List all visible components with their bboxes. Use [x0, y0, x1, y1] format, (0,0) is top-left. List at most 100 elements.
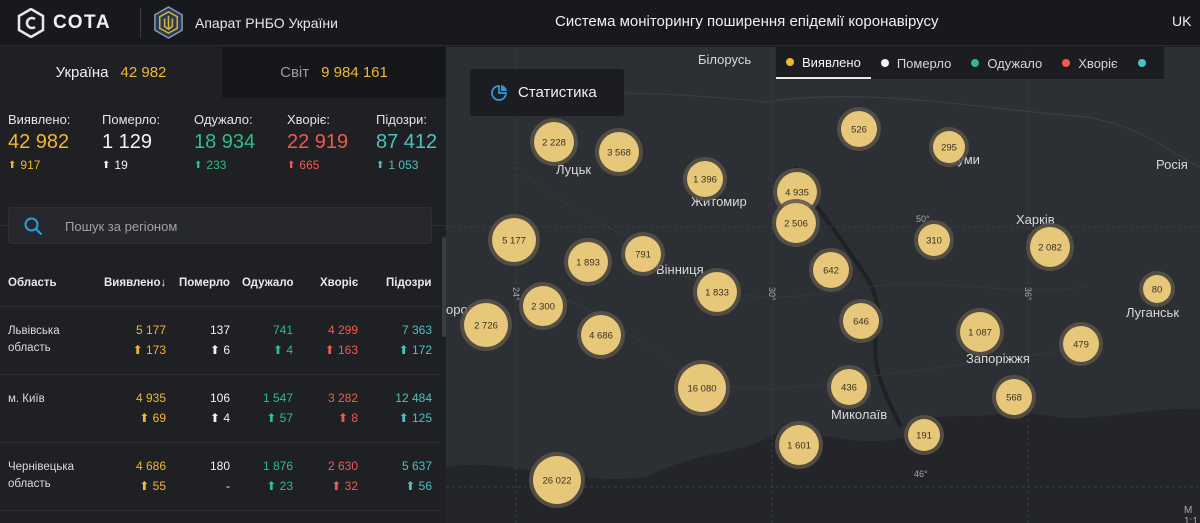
language-switch[interactable]: UK — [1172, 13, 1192, 29]
case-cluster[interactable]: 642 — [809, 248, 853, 292]
case-cluster[interactable]: 646 — [839, 299, 883, 343]
coordinate-tick: 50° — [916, 214, 930, 224]
org-block[interactable]: Апарат РНБО України — [152, 6, 338, 39]
cluster-count: 3 568 — [607, 148, 631, 159]
col-confirmed-label: Виявлено — [104, 277, 161, 289]
cell-delta: ⬆ 57 — [266, 411, 293, 425]
cluster-count: 1 601 — [787, 441, 811, 452]
cluster-circle — [625, 236, 661, 272]
case-cluster[interactable]: 1 396 — [683, 157, 727, 201]
case-cluster[interactable]: 3 568 — [595, 128, 643, 176]
case-cluster[interactable]: 479 — [1059, 322, 1103, 366]
layer-confirmed[interactable]: Виявлено — [776, 47, 871, 79]
cluster-circle — [908, 419, 940, 451]
case-cluster[interactable]: 5 177 — [488, 214, 540, 266]
total-delta: ⬆ 19 — [102, 158, 160, 172]
search-input[interactable] — [65, 214, 415, 238]
table-row[interactable]: м. Київ 4 935 ⬆ 69 106 ⬆ 4 1 547 ⬆ 57 3 282… — [0, 375, 440, 443]
table-row[interactable]: Чернівецька область 4 686 ⬆ 55 180 - 1 876… — [0, 443, 440, 511]
case-cluster[interactable]: 1 833 — [693, 268, 741, 316]
case-cluster[interactable]: 2 228 — [530, 118, 578, 166]
total-suspected: Підозри: 87 412 ⬆ 1 053 — [376, 112, 437, 172]
delta-value: 172 — [411, 343, 432, 357]
cell-delta: ⬆ 163 — [324, 343, 358, 357]
case-cluster[interactable]: 80 — [1139, 271, 1175, 307]
cell-active: 4 299 ⬆ 163 — [325, 323, 358, 357]
col-deaths[interactable]: Померло — [179, 277, 230, 289]
case-cluster[interactable]: 526 — [837, 107, 881, 151]
tab-ukraine-label: Україна — [55, 64, 109, 81]
case-cluster[interactable]: 26 022 — [529, 452, 585, 508]
case-cluster[interactable]: 295 — [929, 127, 969, 167]
case-cluster[interactable]: 2 300 — [519, 282, 567, 330]
case-cluster[interactable]: 1 601 — [775, 421, 823, 469]
total-label: Хворіє: — [287, 112, 331, 127]
layer-label: Померло — [896, 55, 952, 71]
statistics-label: Статистика — [518, 84, 597, 101]
cell-suspected: 7 363 ⬆ 172 — [399, 323, 432, 357]
cell-delta: ⬆ 23 — [266, 479, 293, 493]
cell-value: 741 — [272, 323, 293, 337]
case-clusters[interactable]: 2 228 3 568 526 295 1 396 4 935 2 506 5 177 1 89… — [460, 107, 1175, 508]
layer-recovered[interactable]: Одужало — [961, 47, 1052, 79]
map-view[interactable]: БілорусьЛуцькЖитомирСумиРосіяХарківВінни… — [446, 47, 1200, 523]
case-cluster[interactable]: 2 082 — [1026, 223, 1074, 271]
cell-delta: ⬆ 4 — [209, 411, 230, 425]
tab-world[interactable]: Світ 9 984 161 — [222, 47, 446, 98]
case-cluster[interactable]: 791 — [621, 232, 665, 276]
case-cluster[interactable]: 191 — [904, 415, 944, 455]
oblast-border — [515, 166, 1087, 298]
total-active: Хворіє: 22 919 ⬆ 665 — [287, 112, 348, 172]
coordinate-tick: 30° — [767, 287, 777, 301]
region-search[interactable] — [8, 207, 432, 244]
delta-value: - — [226, 479, 230, 493]
delta-value: 8 — [351, 411, 358, 425]
layer-suspected[interactable] — [1128, 47, 1164, 79]
col-active[interactable]: Хворіє — [320, 277, 359, 289]
cluster-count: 26 022 — [542, 476, 571, 487]
cluster-count: 16 080 — [687, 384, 716, 395]
col-suspected[interactable]: Підозри — [386, 277, 432, 289]
case-cluster[interactable]: 310 — [914, 220, 954, 260]
cell-value: 12 484 — [395, 391, 432, 405]
cota-logo[interactable]: СОТА — [16, 8, 111, 38]
layer-active[interactable]: Хворіє — [1052, 47, 1127, 79]
cluster-count: 526 — [851, 125, 867, 136]
total-value: 87 412 — [376, 131, 438, 153]
table-row[interactable]: Львівська область 5 177 ⬆ 173 137 ⬆ 6 741 ⬆… — [0, 307, 440, 375]
sidebar-scrollbar[interactable] — [442, 237, 446, 337]
case-cluster[interactable]: 1 087 — [956, 308, 1004, 356]
cell-value: 4 686 — [135, 459, 166, 473]
col-confirmed[interactable]: Виявлено↓ — [104, 277, 166, 289]
total-label: Підозри: — [376, 112, 427, 127]
total-deaths: Померло: 1 129 ⬆ 19 — [102, 112, 160, 172]
cell-confirmed: 4 686 ⬆ 55 — [136, 459, 166, 493]
tab-ukraine[interactable]: Україна 42 982 — [0, 47, 222, 98]
map-label: Вінниця — [656, 262, 704, 277]
case-cluster[interactable]: 2 726 — [460, 299, 512, 351]
case-cluster[interactable]: 1 893 — [564, 238, 612, 286]
cluster-count: 4 935 — [785, 188, 809, 199]
map-canvas[interactable]: БілорусьЛуцькЖитомирСумиРосіяХарківВінни… — [446, 47, 1200, 523]
cluster-count: 791 — [635, 250, 651, 261]
col-recovered[interactable]: Одужало — [242, 277, 294, 289]
cell-value: 137 — [209, 323, 230, 337]
total-label: Одужало: — [194, 112, 253, 127]
case-cluster[interactable]: 436 — [827, 365, 871, 409]
case-cluster[interactable]: 16 080 — [674, 360, 730, 416]
map-label: Миколаїв — [831, 407, 887, 422]
cluster-count: 479 — [1073, 340, 1089, 351]
case-cluster[interactable]: 2 506 — [772, 199, 820, 247]
case-cluster[interactable]: 4 686 — [577, 311, 625, 359]
total-delta-value: 1 053 — [388, 158, 419, 172]
cell-value: 4 935 — [135, 391, 166, 405]
col-region[interactable]: Область — [8, 277, 57, 289]
cluster-circle — [843, 303, 879, 339]
delta-value: 32 — [344, 479, 358, 493]
cluster-circle — [1143, 275, 1171, 303]
arrow-up-icon: ⬆ — [8, 159, 17, 171]
layer-deaths[interactable]: Померло — [871, 47, 962, 79]
case-cluster[interactable]: 568 — [992, 375, 1036, 419]
statistics-button[interactable]: Статистика — [470, 69, 624, 116]
cluster-circle — [933, 131, 965, 163]
